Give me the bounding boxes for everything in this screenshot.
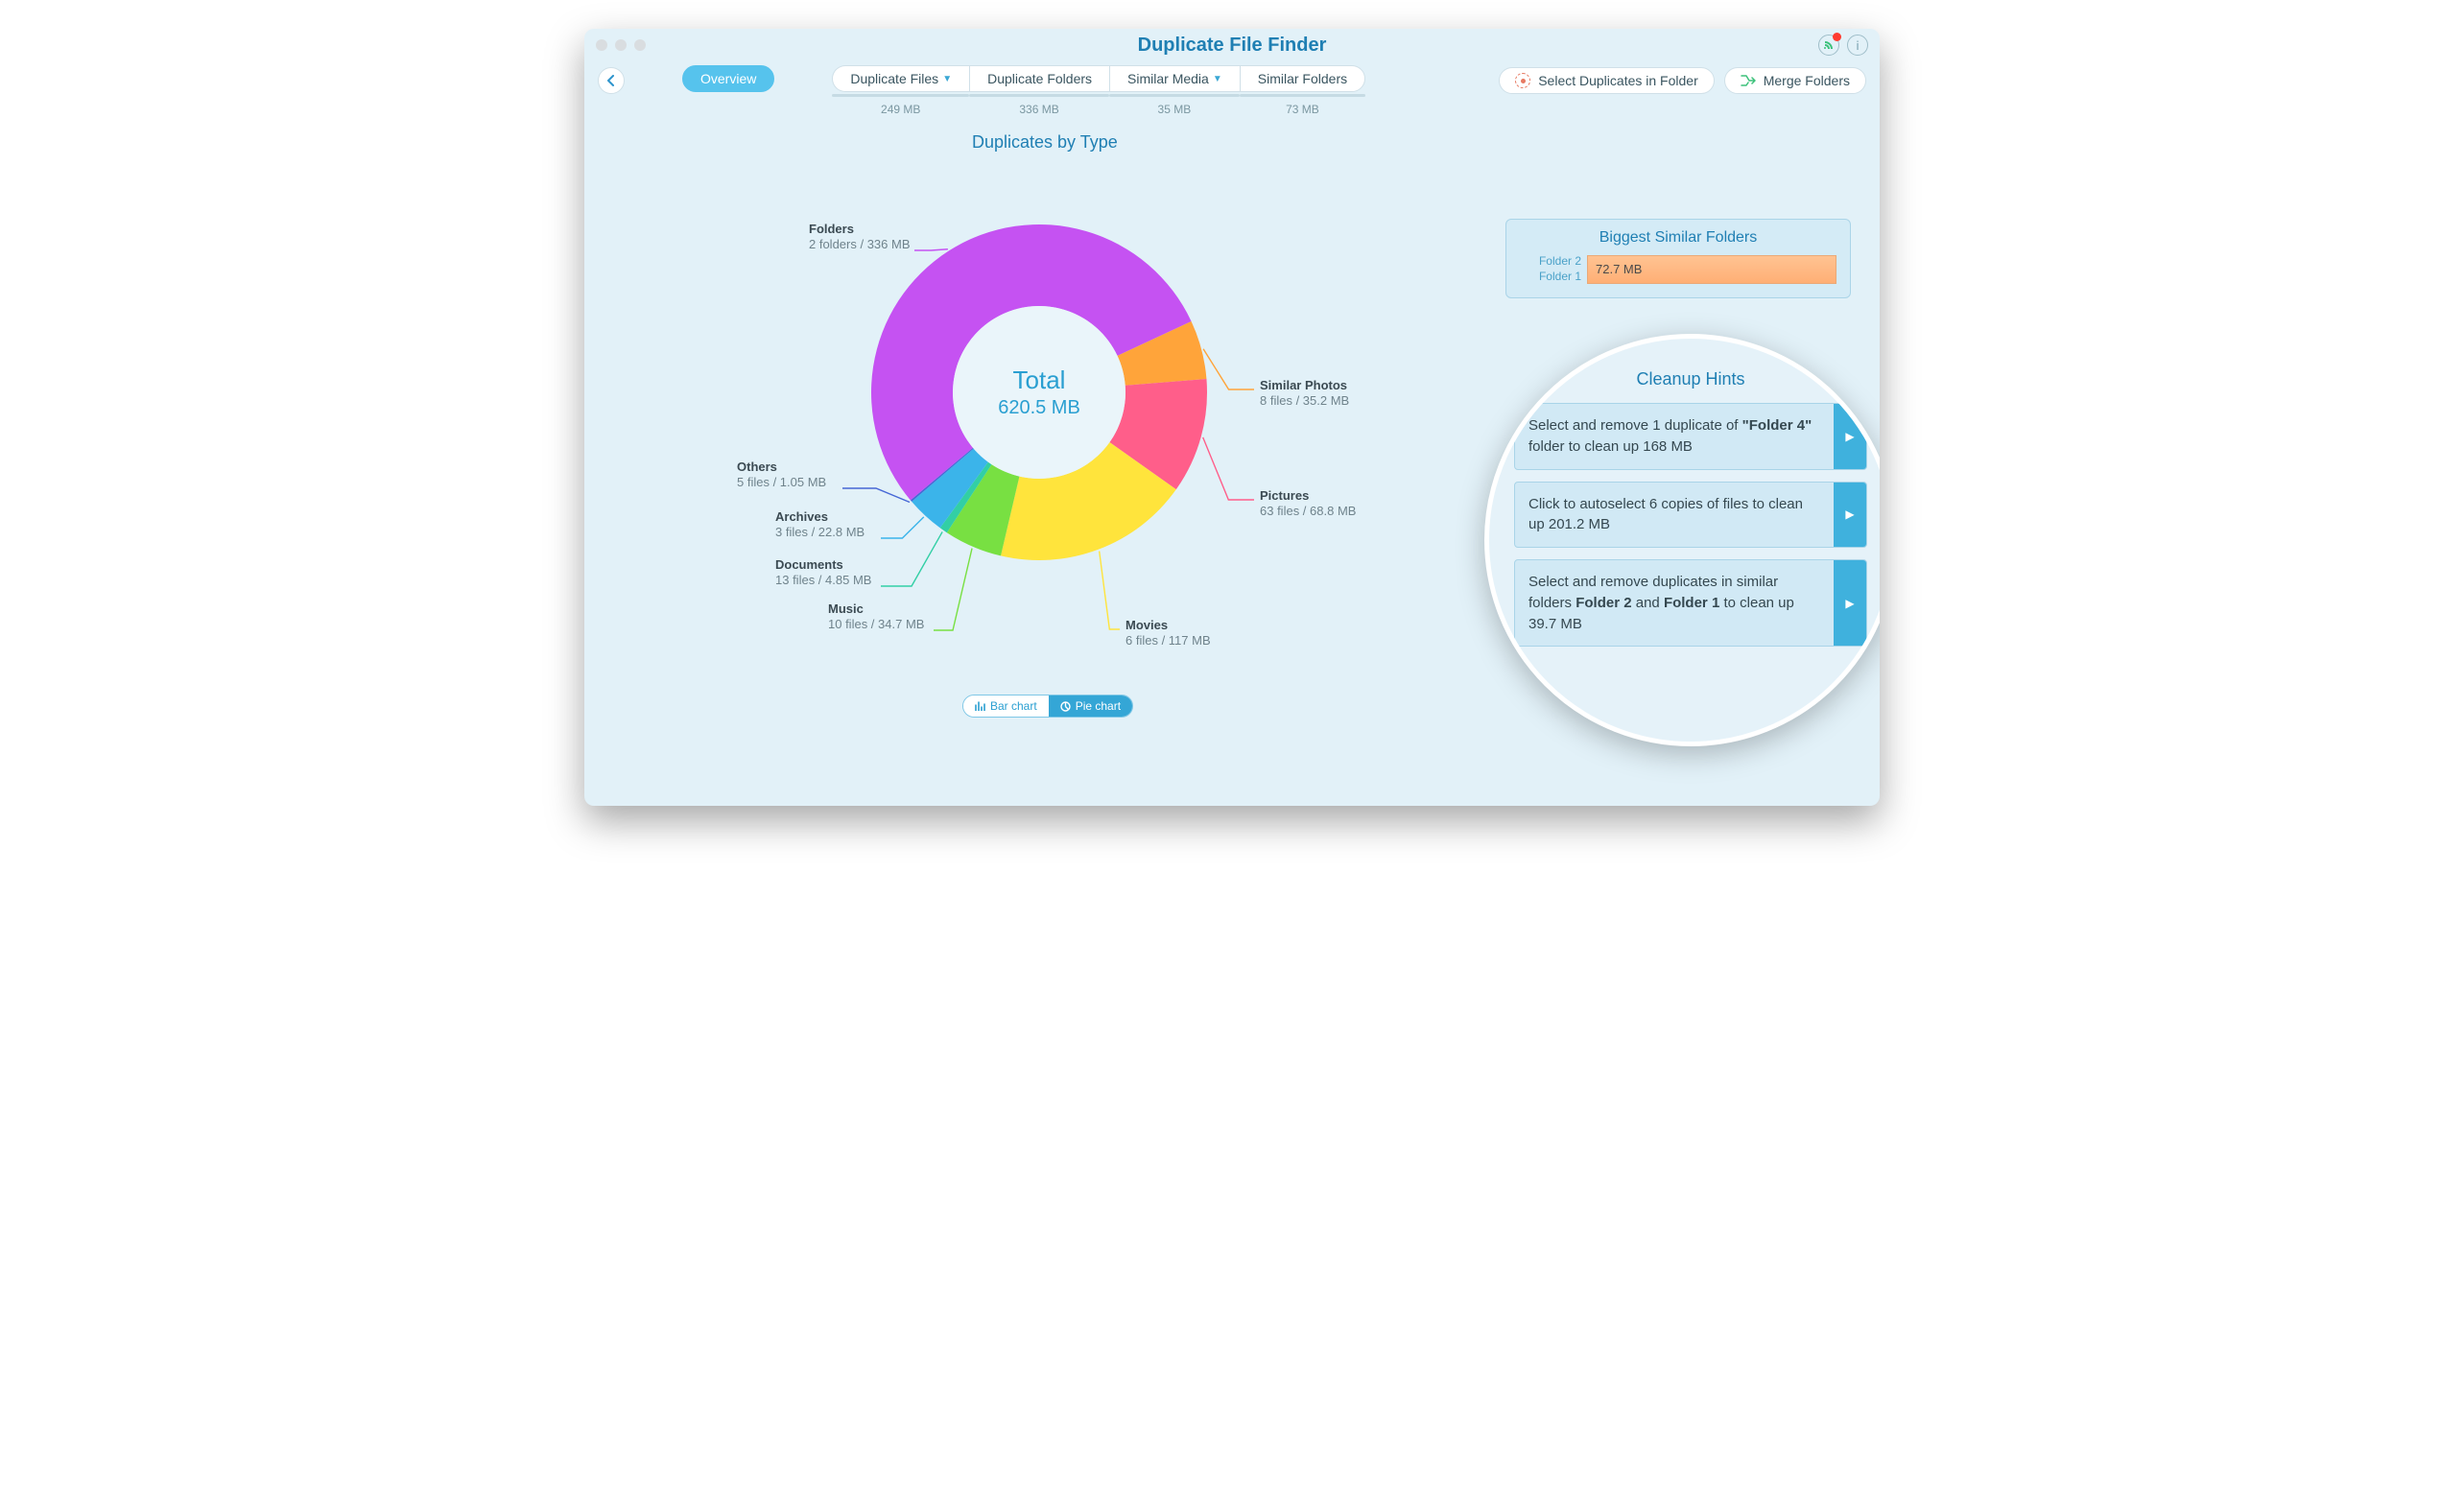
app-window: Duplicate File Finder i Overview Duplica… (584, 29, 1880, 806)
donut-chart: Total 620.5 MB (866, 220, 1212, 565)
hint-action-button[interactable]: ▶ (1834, 404, 1866, 469)
biggest-similar-panel: Biggest Similar Folders Folder 2Folder 1… (1505, 219, 1851, 298)
merge-folders-label: Merge Folders (1764, 73, 1850, 88)
similar-folder-bar: 72.7 MB (1587, 255, 1836, 284)
cleanup-hint[interactable]: Click to autoselect 6 copies of files to… (1514, 482, 1867, 549)
tab-size: 249 MB (881, 103, 920, 116)
rss-icon[interactable] (1818, 35, 1839, 56)
cleanup-hint[interactable]: Select and remove duplicates in similar … (1514, 559, 1867, 647)
hint-text: Select and remove duplicates in similar … (1515, 560, 1834, 646)
pie-chart-label: Pie chart (1076, 699, 1121, 713)
chart-title: Duplicates by Type (972, 132, 1857, 153)
notification-dot-icon (1833, 33, 1841, 41)
tab-track (832, 94, 969, 97)
pie-chart-toggle[interactable]: Pie chart (1049, 695, 1132, 717)
dropdown-caret-icon: ▼ (1213, 74, 1222, 84)
hint-text: Click to autoselect 6 copies of files to… (1515, 483, 1834, 548)
dropdown-caret-icon: ▼ (942, 74, 952, 84)
tab-similar media[interactable]: Similar Media▼ (1109, 65, 1240, 92)
cleanup-hints-magnifier: Cleanup Hints Select and remove 1 duplic… (1484, 334, 1880, 746)
overview-tab[interactable]: Overview (682, 65, 774, 92)
label-music: Music10 files / 34.7 MB (828, 601, 924, 633)
minimize-icon[interactable] (615, 39, 627, 51)
pie-chart-icon (1060, 701, 1071, 712)
label-folders: Folders2 folders / 336 MB (809, 222, 911, 253)
select-icon (1515, 73, 1530, 88)
info-icon[interactable]: i (1847, 35, 1868, 56)
label-archives: Archives3 files / 22.8 MB (775, 509, 865, 541)
biggest-similar-title: Biggest Similar Folders (1520, 229, 1836, 247)
label-similar: Similar Photos8 files / 35.2 MB (1260, 378, 1349, 410)
label-others: Others5 files / 1.05 MB (737, 460, 826, 491)
content: Duplicates by Type Total 620.5 MB Folder… (584, 123, 1880, 806)
merge-folders-button[interactable]: Merge Folders (1724, 67, 1866, 94)
tab-size: 35 MB (1158, 103, 1192, 116)
tab-size: 336 MB (1019, 103, 1058, 116)
cleanup-hint[interactable]: Select and remove 1 duplicate of "Folder… (1514, 403, 1867, 470)
tab-similar folders[interactable]: Similar Folders (1240, 65, 1365, 92)
tab-size: 73 MB (1286, 103, 1319, 116)
donut-center: Total 620.5 MB (998, 365, 1080, 419)
app-title: Duplicate File Finder (1138, 35, 1327, 57)
tab-track (1240, 94, 1365, 97)
tab-duplicate files[interactable]: Duplicate Files▼ (832, 65, 969, 92)
similar-folder-row[interactable]: Folder 2Folder 172.7 MB (1520, 254, 1836, 284)
close-icon[interactable] (596, 39, 607, 51)
back-button[interactable] (598, 67, 625, 94)
donut-center-value: 620.5 MB (998, 397, 1080, 419)
hint-action-button[interactable]: ▶ (1834, 560, 1866, 646)
bar-chart-toggle[interactable]: Bar chart (963, 695, 1049, 717)
zoom-icon[interactable] (634, 39, 646, 51)
select-duplicates-button[interactable]: Select Duplicates in Folder (1499, 67, 1715, 94)
chart-toggle: Bar chart Pie chart (962, 695, 1133, 718)
right-panel: Biggest Similar Folders Folder 2Folder 1… (1505, 219, 1851, 316)
bar-chart-label: Bar chart (990, 699, 1037, 713)
chart-area: Total 620.5 MB Folders2 folders / 336 MB… (607, 162, 1394, 699)
bar-chart-icon (975, 701, 985, 711)
label-documents: Documents13 files / 4.85 MB (775, 557, 871, 589)
similar-folder-names: Folder 2Folder 1 (1520, 254, 1587, 284)
toolbar: Overview Duplicate Files▼249 MBDuplicate… (584, 61, 1880, 123)
label-movies: Movies6 files / 117 MB (1125, 618, 1211, 649)
donut-center-label: Total (998, 365, 1080, 395)
hint-action-button[interactable]: ▶ (1834, 483, 1866, 548)
hint-text: Select and remove 1 duplicate of "Folder… (1515, 404, 1834, 469)
tab-track (969, 94, 1109, 97)
tab-duplicate folders[interactable]: Duplicate Folders (969, 65, 1109, 92)
cleanup-hints-title: Cleanup Hints (1514, 369, 1867, 389)
traffic-lights[interactable] (596, 39, 646, 51)
label-pictures: Pictures63 files / 68.8 MB (1260, 488, 1356, 520)
titlebar: Duplicate File Finder i (584, 29, 1880, 61)
select-duplicates-label: Select Duplicates in Folder (1538, 73, 1698, 88)
merge-icon (1741, 74, 1756, 87)
category-tabs: Duplicate Files▼ 249 MB Duplicate Folders 3… (832, 65, 1365, 116)
tab-track (1109, 94, 1240, 97)
